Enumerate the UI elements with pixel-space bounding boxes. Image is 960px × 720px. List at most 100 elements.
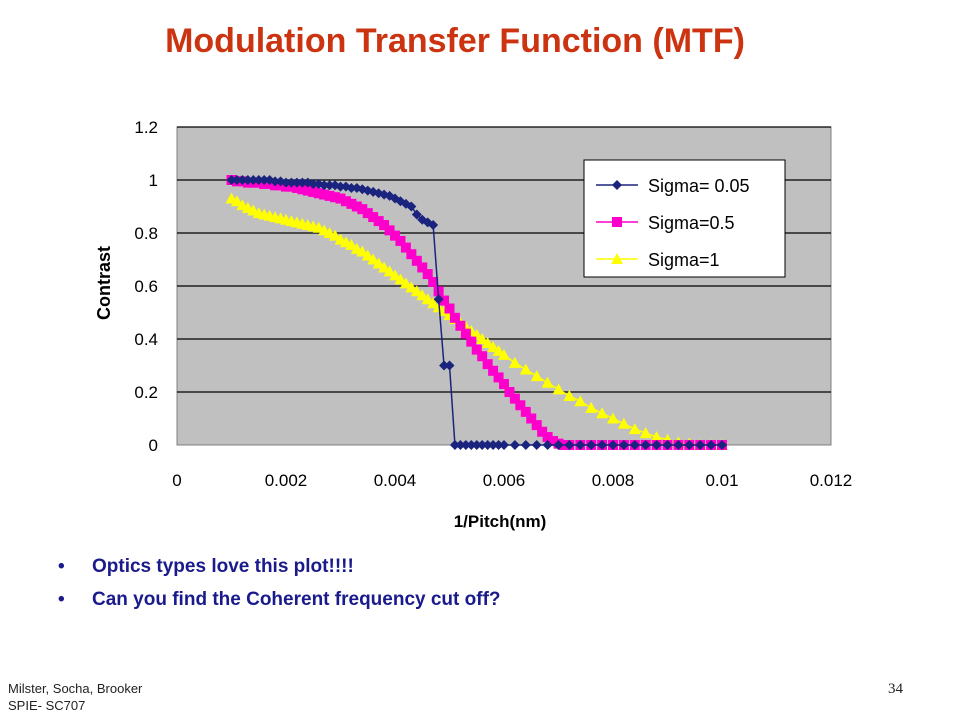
bullet-dot-icon: • [58, 589, 65, 610]
x-tick-label: 0.012 [810, 471, 853, 490]
data-point [335, 193, 346, 204]
data-point [291, 177, 302, 188]
data-point [706, 440, 717, 450]
data-point [596, 407, 609, 419]
data-point [433, 294, 444, 305]
data-point [460, 328, 471, 339]
data-point [548, 436, 559, 447]
data-point [498, 348, 510, 360]
data-point [270, 176, 281, 187]
data-point [417, 262, 428, 273]
data-point [367, 253, 380, 265]
data-point [428, 220, 439, 231]
data-point [329, 229, 342, 241]
footer-credits: Milster, Socha, Brooker SPIE- SC707 [8, 680, 142, 714]
data-point [487, 340, 500, 352]
data-point [428, 277, 439, 288]
footer-course: SPIE- SC707 [8, 698, 86, 713]
data-point [345, 238, 358, 250]
data-point [346, 198, 357, 209]
data-point [531, 420, 542, 431]
data-point [390, 230, 400, 241]
data-point [651, 440, 662, 450]
data-point [416, 289, 429, 301]
legend-label: Sigma= 0.05 [648, 176, 750, 196]
x-tick-label: 0.002 [265, 471, 308, 490]
data-point [493, 372, 504, 383]
data-point [628, 423, 641, 435]
data-point [509, 440, 520, 450]
data-point [618, 440, 629, 450]
data-point [362, 208, 373, 219]
data-point [520, 406, 531, 417]
data-point [519, 363, 532, 375]
data-point [389, 269, 401, 281]
data-point [586, 440, 597, 450]
data-point [379, 220, 390, 231]
y-tick-label: 0 [149, 436, 158, 455]
data-point [226, 175, 237, 185]
data-point [286, 177, 297, 188]
data-point [449, 312, 460, 323]
data-point [281, 177, 291, 188]
x-tick-label: 0.004 [374, 471, 417, 490]
data-point [684, 440, 695, 450]
data-point [439, 360, 450, 371]
data-point [537, 426, 548, 437]
bullet-item: • Optics types love this plot!!!! [58, 552, 501, 585]
data-point [466, 440, 477, 450]
y-tick-label: 0.2 [134, 383, 158, 402]
data-point [650, 431, 663, 443]
y-axis-label: Contrast [94, 246, 114, 320]
y-tick-label: 1 [149, 171, 158, 190]
data-point [455, 440, 466, 450]
data-point [552, 383, 565, 395]
data-point [400, 242, 411, 253]
data-point [384, 225, 395, 236]
legend-marker [612, 217, 622, 227]
data-point [639, 427, 652, 439]
data-point [455, 320, 466, 331]
legend: Sigma= 0.05 Sigma=0.5 Sigma=1 [583, 159, 786, 278]
data-point [356, 245, 369, 257]
data-point [488, 440, 499, 450]
data-point [597, 440, 608, 450]
data-point [542, 440, 553, 450]
y-tick-label: 0.4 [134, 330, 158, 349]
data-point [324, 180, 335, 191]
data-point [313, 188, 324, 199]
data-point [530, 370, 543, 382]
data-point [515, 400, 526, 411]
legend-marker [611, 253, 623, 264]
data-point [449, 440, 460, 450]
data-point [585, 401, 598, 413]
y-tick-label: 1.2 [134, 118, 158, 137]
data-point [253, 175, 264, 185]
bullet-item: • Can you find the Coherent frequency cut… [58, 585, 501, 618]
data-point [607, 412, 619, 424]
data-point [520, 440, 531, 450]
data-point [482, 440, 493, 450]
data-point [372, 257, 385, 269]
data-point [477, 440, 488, 450]
data-point [406, 249, 417, 260]
data-point [508, 356, 521, 368]
data-point [563, 389, 576, 401]
data-point [297, 184, 308, 195]
data-point [460, 440, 471, 450]
data-point [673, 440, 684, 450]
data-point [476, 333, 489, 344]
x-tick-label: 0.006 [483, 471, 526, 490]
data-point [351, 201, 362, 212]
slide-title: Modulation Transfer Function (MTF) [165, 22, 745, 60]
data-point [481, 336, 494, 348]
data-point [406, 201, 417, 212]
data-point [308, 178, 319, 189]
data-point [368, 212, 379, 223]
data-point [259, 175, 270, 185]
data-point [574, 395, 587, 407]
data-point [394, 273, 407, 285]
x-tick-label: 0 [172, 471, 181, 490]
data-point [526, 413, 537, 424]
data-point [395, 235, 406, 246]
